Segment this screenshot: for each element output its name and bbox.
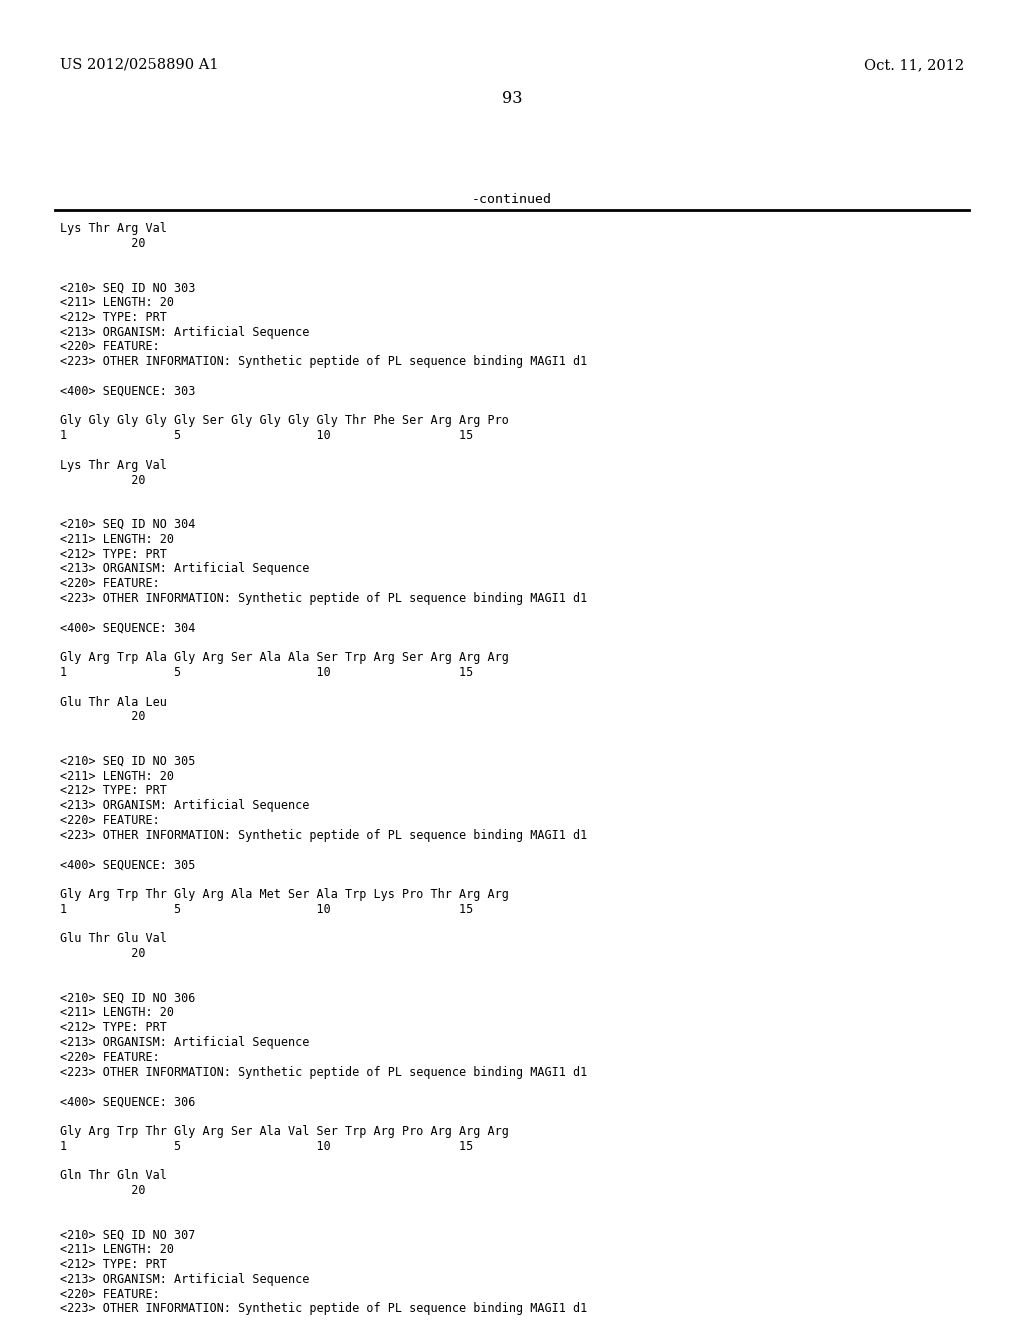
Text: Gly Arg Trp Thr Gly Arg Ser Ala Val Ser Trp Arg Pro Arg Arg Arg: Gly Arg Trp Thr Gly Arg Ser Ala Val Ser … — [60, 1125, 509, 1138]
Text: <223> OTHER INFORMATION: Synthetic peptide of PL sequence binding MAGI1 d1: <223> OTHER INFORMATION: Synthetic pepti… — [60, 1065, 587, 1078]
Text: <223> OTHER INFORMATION: Synthetic peptide of PL sequence binding MAGI1 d1: <223> OTHER INFORMATION: Synthetic pepti… — [60, 591, 587, 605]
Text: <211> LENGTH: 20: <211> LENGTH: 20 — [60, 1006, 174, 1019]
Text: <223> OTHER INFORMATION: Synthetic peptide of PL sequence binding MAGI1 d1: <223> OTHER INFORMATION: Synthetic pepti… — [60, 829, 587, 842]
Text: 20: 20 — [60, 710, 145, 723]
Text: <220> FEATURE:: <220> FEATURE: — [60, 577, 160, 590]
Text: Lys Thr Arg Val: Lys Thr Arg Val — [60, 222, 167, 235]
Text: 1               5                   10                  15: 1 5 10 15 — [60, 667, 473, 678]
Text: US 2012/0258890 A1: US 2012/0258890 A1 — [60, 58, 218, 73]
Text: <400> SEQUENCE: 303: <400> SEQUENCE: 303 — [60, 385, 196, 397]
Text: <211> LENGTH: 20: <211> LENGTH: 20 — [60, 770, 174, 783]
Text: -continued: -continued — [472, 193, 552, 206]
Text: 1               5                   10                  15: 1 5 10 15 — [60, 1139, 473, 1152]
Text: 93: 93 — [502, 90, 522, 107]
Text: <213> ORGANISM: Artificial Sequence: <213> ORGANISM: Artificial Sequence — [60, 799, 309, 812]
Text: <212> TYPE: PRT: <212> TYPE: PRT — [60, 310, 167, 323]
Text: <212> TYPE: PRT: <212> TYPE: PRT — [60, 548, 167, 561]
Text: <211> LENGTH: 20: <211> LENGTH: 20 — [60, 1243, 174, 1257]
Text: Glu Thr Glu Val: Glu Thr Glu Val — [60, 932, 167, 945]
Text: Gly Arg Trp Thr Gly Arg Ala Met Ser Ala Trp Lys Pro Thr Arg Arg: Gly Arg Trp Thr Gly Arg Ala Met Ser Ala … — [60, 888, 509, 902]
Text: <400> SEQUENCE: 306: <400> SEQUENCE: 306 — [60, 1096, 196, 1109]
Text: <211> LENGTH: 20: <211> LENGTH: 20 — [60, 533, 174, 545]
Text: <210> SEQ ID NO 304: <210> SEQ ID NO 304 — [60, 517, 196, 531]
Text: <223> OTHER INFORMATION: Synthetic peptide of PL sequence binding MAGI1 d1: <223> OTHER INFORMATION: Synthetic pepti… — [60, 355, 587, 368]
Text: 20: 20 — [60, 236, 145, 249]
Text: 1               5                   10                  15: 1 5 10 15 — [60, 429, 473, 442]
Text: Oct. 11, 2012: Oct. 11, 2012 — [864, 58, 964, 73]
Text: <213> ORGANISM: Artificial Sequence: <213> ORGANISM: Artificial Sequence — [60, 1036, 309, 1049]
Text: Gln Thr Gln Val: Gln Thr Gln Val — [60, 1170, 167, 1183]
Text: <223> OTHER INFORMATION: Synthetic peptide of PL sequence binding MAGI1 d1: <223> OTHER INFORMATION: Synthetic pepti… — [60, 1303, 587, 1316]
Text: <220> FEATURE:: <220> FEATURE: — [60, 341, 160, 354]
Text: Lys Thr Arg Val: Lys Thr Arg Val — [60, 459, 167, 471]
Text: Gly Gly Gly Gly Gly Ser Gly Gly Gly Gly Thr Phe Ser Arg Arg Pro: Gly Gly Gly Gly Gly Ser Gly Gly Gly Gly … — [60, 414, 509, 428]
Text: <400> SEQUENCE: 304: <400> SEQUENCE: 304 — [60, 622, 196, 635]
Text: <210> SEQ ID NO 307: <210> SEQ ID NO 307 — [60, 1229, 196, 1241]
Text: <213> ORGANISM: Artificial Sequence: <213> ORGANISM: Artificial Sequence — [60, 326, 309, 339]
Text: <212> TYPE: PRT: <212> TYPE: PRT — [60, 784, 167, 797]
Text: <210> SEQ ID NO 306: <210> SEQ ID NO 306 — [60, 991, 196, 1005]
Text: <213> ORGANISM: Artificial Sequence: <213> ORGANISM: Artificial Sequence — [60, 562, 309, 576]
Text: <212> TYPE: PRT: <212> TYPE: PRT — [60, 1022, 167, 1034]
Text: <220> FEATURE:: <220> FEATURE: — [60, 1051, 160, 1064]
Text: 1               5                   10                  15: 1 5 10 15 — [60, 903, 473, 916]
Text: <220> FEATURE:: <220> FEATURE: — [60, 1287, 160, 1300]
Text: 20: 20 — [60, 474, 145, 487]
Text: Glu Thr Ala Leu: Glu Thr Ala Leu — [60, 696, 167, 709]
Text: 20: 20 — [60, 948, 145, 960]
Text: <213> ORGANISM: Artificial Sequence: <213> ORGANISM: Artificial Sequence — [60, 1272, 309, 1286]
Text: <400> SEQUENCE: 305: <400> SEQUENCE: 305 — [60, 858, 196, 871]
Text: <210> SEQ ID NO 303: <210> SEQ ID NO 303 — [60, 281, 196, 294]
Text: Gly Arg Trp Ala Gly Arg Ser Ala Ala Ser Trp Arg Ser Arg Arg Arg: Gly Arg Trp Ala Gly Arg Ser Ala Ala Ser … — [60, 651, 509, 664]
Text: <220> FEATURE:: <220> FEATURE: — [60, 814, 160, 828]
Text: <212> TYPE: PRT: <212> TYPE: PRT — [60, 1258, 167, 1271]
Text: 20: 20 — [60, 1184, 145, 1197]
Text: <210> SEQ ID NO 305: <210> SEQ ID NO 305 — [60, 755, 196, 768]
Text: <211> LENGTH: 20: <211> LENGTH: 20 — [60, 296, 174, 309]
